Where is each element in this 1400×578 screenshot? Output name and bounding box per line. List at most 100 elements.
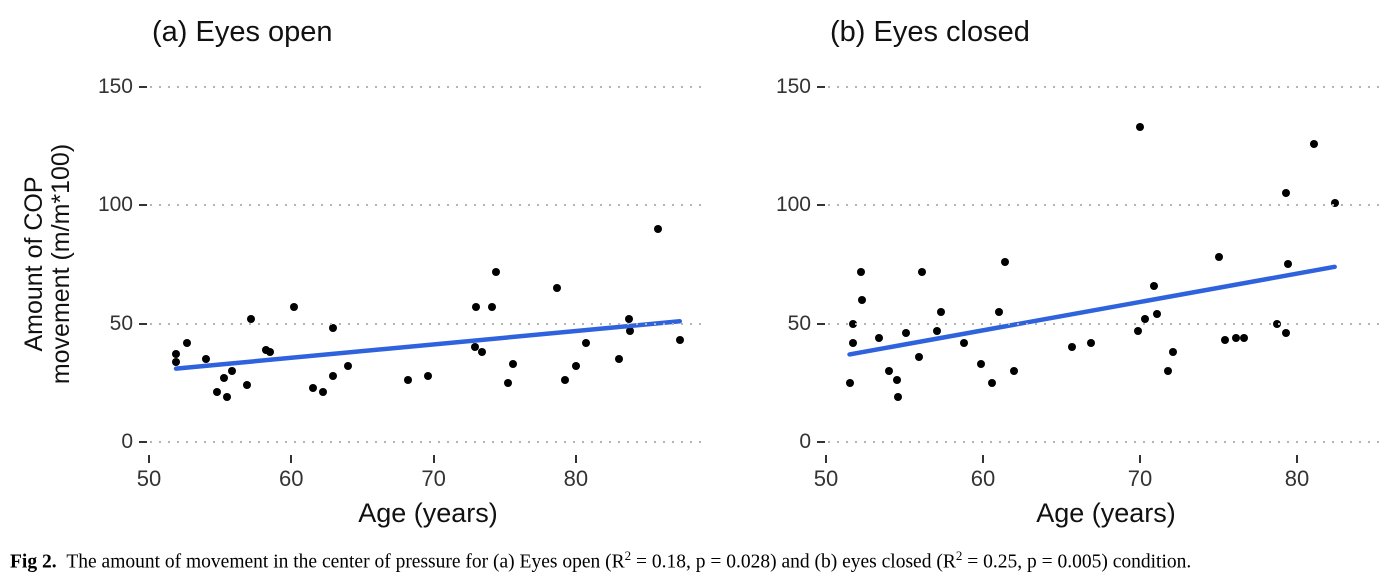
x-tick-label: 70 bbox=[1127, 466, 1153, 491]
gridline-y-50 bbox=[828, 322, 1385, 325]
panel-b-x-axis-label: Age (years) bbox=[1036, 498, 1176, 528]
data-point bbox=[172, 357, 181, 366]
y-tick-label: 150 bbox=[775, 74, 811, 98]
y-tick-mark bbox=[817, 85, 825, 88]
x-tick-label: 60 bbox=[970, 466, 996, 491]
y-tick-mark bbox=[817, 322, 825, 325]
y-tick-label: 150 bbox=[97, 74, 133, 98]
gridline-y-150 bbox=[150, 85, 706, 88]
data-point bbox=[917, 267, 926, 276]
data-point bbox=[220, 374, 229, 383]
data-point bbox=[654, 224, 663, 233]
data-point bbox=[1330, 198, 1339, 207]
data-point bbox=[625, 326, 634, 335]
data-point bbox=[902, 329, 911, 338]
gridline-y-150 bbox=[828, 85, 1385, 88]
y-axis-label-line1: Amount of COP bbox=[20, 176, 48, 352]
data-point bbox=[503, 378, 512, 387]
y-tick-label: 100 bbox=[775, 193, 811, 217]
data-point bbox=[848, 338, 857, 347]
y-tick-mark bbox=[139, 204, 147, 207]
data-point bbox=[560, 376, 569, 385]
data-point bbox=[553, 284, 562, 293]
data-point bbox=[201, 355, 210, 364]
data-point bbox=[290, 303, 299, 312]
x-tick-label: 60 bbox=[279, 466, 304, 491]
data-point bbox=[223, 393, 232, 402]
x-tick-mark bbox=[148, 455, 150, 463]
data-point bbox=[892, 376, 901, 385]
y-tick-label: 50 bbox=[787, 311, 811, 335]
data-point bbox=[403, 376, 412, 385]
data-point bbox=[1283, 260, 1292, 269]
data-point bbox=[581, 338, 590, 347]
data-point bbox=[614, 355, 623, 364]
data-point bbox=[875, 333, 884, 342]
y-tick-label: 100 bbox=[97, 193, 133, 217]
data-point bbox=[243, 381, 252, 390]
y-axis-label-line2: movement (m/m*100) bbox=[47, 143, 75, 385]
data-point bbox=[914, 352, 923, 361]
data-point bbox=[1239, 333, 1248, 342]
data-point bbox=[328, 371, 337, 380]
y-axis-label: Amount of COP movement (m/m*100) bbox=[20, 143, 75, 385]
caption-text: 2 bbox=[955, 548, 963, 563]
data-point bbox=[856, 267, 865, 276]
data-point bbox=[894, 393, 903, 402]
panel-b-title: (b) Eyes closed bbox=[830, 16, 1030, 48]
data-point bbox=[328, 324, 337, 333]
data-point bbox=[227, 366, 236, 375]
data-point bbox=[1150, 281, 1159, 290]
y-tick-mark bbox=[139, 85, 147, 88]
data-point bbox=[1168, 348, 1177, 357]
gridline-y-0 bbox=[828, 441, 1385, 443]
data-point bbox=[1214, 253, 1223, 262]
data-point bbox=[624, 314, 633, 323]
x-tick-mark bbox=[432, 455, 435, 463]
data-point bbox=[344, 362, 353, 371]
data-point bbox=[1000, 258, 1009, 267]
data-point bbox=[933, 326, 942, 335]
x-tick-mark bbox=[1139, 455, 1141, 463]
data-point bbox=[988, 378, 997, 387]
data-point bbox=[1282, 189, 1290, 198]
y-tick-label: 0 bbox=[121, 430, 133, 453]
x-tick-mark bbox=[290, 455, 293, 463]
y-tick-mark bbox=[139, 441, 147, 443]
data-point bbox=[1010, 366, 1019, 375]
caption-text: = 0.25, p = 0.005) condition. bbox=[962, 551, 1192, 573]
data-point bbox=[265, 348, 274, 357]
data-point bbox=[936, 307, 945, 316]
x-tick-label: 70 bbox=[421, 466, 446, 491]
gridline-y-100 bbox=[828, 204, 1385, 207]
data-point bbox=[960, 338, 969, 347]
x-tick-label: 80 bbox=[563, 466, 589, 491]
gridline-y-50 bbox=[150, 322, 706, 325]
data-point bbox=[845, 378, 854, 387]
x-tick-label: 50 bbox=[813, 466, 839, 491]
data-point bbox=[675, 336, 684, 345]
data-point bbox=[1087, 338, 1096, 347]
x-tick-label: 80 bbox=[1284, 466, 1310, 491]
data-point bbox=[977, 359, 986, 368]
data-point bbox=[318, 388, 327, 397]
caption-label: Fig 2. bbox=[10, 551, 57, 573]
data-point bbox=[477, 348, 486, 357]
data-point bbox=[487, 303, 496, 312]
data-point bbox=[571, 362, 580, 371]
y-tick-mark bbox=[817, 204, 825, 207]
y-tick-label: 0 bbox=[799, 430, 811, 453]
caption-text: 2 bbox=[624, 548, 632, 563]
data-point bbox=[213, 388, 222, 397]
x-tick-mark bbox=[825, 455, 827, 463]
data-point bbox=[1220, 336, 1229, 345]
data-point bbox=[183, 338, 192, 347]
data-point bbox=[423, 371, 432, 380]
panel-a-x-axis-label: Age (years) bbox=[358, 498, 498, 528]
x-tick-mark bbox=[982, 455, 984, 463]
panel-a-title: (a) Eyes open bbox=[152, 16, 333, 48]
data-point bbox=[1282, 329, 1290, 338]
data-point bbox=[492, 267, 501, 276]
data-point bbox=[1310, 139, 1319, 148]
